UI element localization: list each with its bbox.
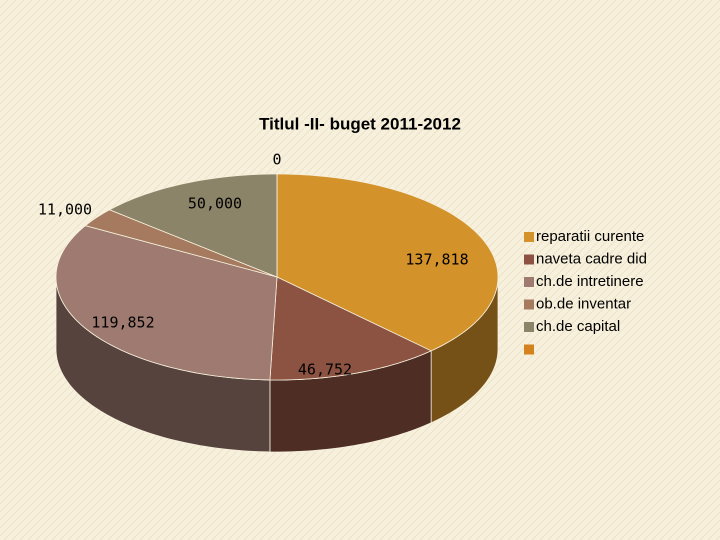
legend-swatch — [524, 344, 534, 355]
data-label: 119,852 — [91, 314, 154, 332]
slice — [269, 276, 433, 381]
slice — [55, 225, 278, 381]
slice — [84, 209, 278, 278]
data-label: 0 — [272, 151, 281, 169]
legend-label: naveta cadre did — [536, 250, 647, 267]
legend-swatch — [524, 232, 534, 242]
data-label: 11,000 — [38, 201, 92, 219]
data-label: 137,818 — [405, 251, 468, 269]
slice — [108, 173, 278, 278]
slice — [276, 173, 499, 352]
legend-label: ch.de intretinere — [536, 273, 644, 290]
legend-label: ch.de capital — [536, 318, 620, 335]
data-label: 46,752 — [298, 361, 352, 379]
legend-swatch — [524, 322, 534, 332]
legend-label: reparatii curente — [536, 228, 644, 245]
legend-swatch — [524, 254, 534, 265]
data-label: 50,000 — [188, 195, 242, 213]
legend-swatch — [524, 299, 534, 310]
legend-swatch — [524, 277, 534, 287]
chart-title: Titlul -II- buget 2011-2012 — [259, 114, 461, 133]
legend-label: ob.de inventar — [536, 295, 631, 312]
